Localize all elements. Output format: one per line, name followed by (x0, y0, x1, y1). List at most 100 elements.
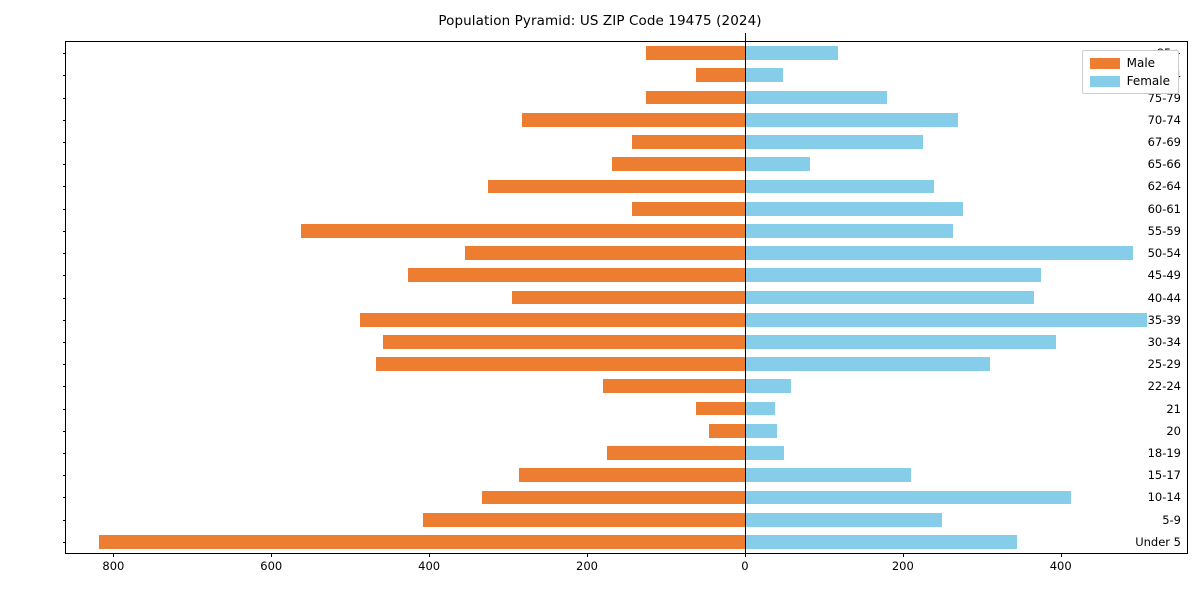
bar-female (744, 468, 911, 483)
bar-male (422, 512, 745, 527)
bar-female (744, 423, 778, 438)
y-tick-label: 15-17 (1147, 468, 1181, 483)
bar-row (66, 246, 1187, 260)
x-tick-label: 0 (741, 559, 749, 573)
legend-label: Female (1126, 74, 1170, 88)
y-tick-mark (62, 75, 66, 77)
y-tick-mark (62, 364, 66, 366)
bar-row (66, 268, 1187, 283)
y-tick-label: 21 (1166, 401, 1181, 416)
bar-female (744, 157, 810, 172)
y-tick-mark (62, 53, 66, 55)
x-tick-label: 200 (891, 559, 914, 573)
bar-male (407, 268, 745, 283)
y-tick-label: 18-19 (1147, 446, 1181, 461)
x-tick-label: 400 (418, 559, 441, 573)
y-tick-mark (62, 230, 66, 232)
y-tick-mark (62, 164, 66, 166)
y-tick-mark (62, 475, 66, 477)
y-tick-label: 62-64 (1147, 179, 1181, 194)
x-tick-mark (902, 553, 904, 557)
bar-female (744, 268, 1041, 283)
x-tick-mark (744, 553, 746, 557)
x-tick-mark (1060, 553, 1062, 557)
bar-female (744, 490, 1071, 505)
y-tick-mark (62, 275, 66, 277)
bar-row (66, 68, 1187, 83)
bar-female (744, 335, 1056, 349)
x-tick-label: 400 (1049, 559, 1072, 573)
y-tick-label: 22-24 (1147, 379, 1181, 394)
bar-row (66, 290, 1187, 305)
bars-layer (66, 42, 1187, 553)
bar-female (744, 201, 963, 216)
legend-swatch-female (1089, 75, 1120, 87)
y-tick-label: 40-44 (1147, 290, 1181, 305)
x-tick-label: 600 (260, 559, 283, 573)
y-tick-label: 75-79 (1147, 90, 1181, 105)
bar-row (66, 179, 1187, 194)
bar-female (744, 68, 783, 83)
y-tick-mark (62, 430, 66, 432)
bar-female (744, 512, 943, 527)
bar-row (66, 157, 1187, 172)
zero-reference-line (744, 33, 746, 553)
bar-row (66, 335, 1187, 349)
x-tick-mark (587, 553, 589, 557)
bar-female (744, 379, 791, 394)
y-tick-label: 10-14 (1147, 490, 1181, 505)
y-tick-mark (62, 297, 66, 299)
y-tick-label: 35-39 (1147, 312, 1181, 327)
y-tick-mark (62, 341, 66, 343)
bar-male (99, 535, 745, 549)
bar-row (66, 112, 1187, 127)
chart-legend: Male Female (1081, 50, 1179, 94)
y-tick-mark (62, 319, 66, 321)
y-tick-label: 25-29 (1147, 357, 1181, 372)
bar-male (632, 135, 745, 149)
y-tick-mark (62, 253, 66, 255)
y-tick-label: 45-49 (1147, 268, 1181, 283)
y-tick-label: 70-74 (1147, 112, 1181, 127)
bar-row (66, 135, 1187, 149)
y-tick-mark (62, 497, 66, 499)
x-tick-mark (429, 553, 431, 557)
bar-female (744, 290, 1034, 305)
y-tick-label: 55-59 (1147, 223, 1181, 238)
y-tick-label: Under 5 (1135, 534, 1181, 549)
page-title: Population Pyramid: US ZIP Code 19475 (2… (438, 13, 762, 29)
y-tick-label: 20 (1166, 423, 1181, 438)
x-tick-label: 200 (576, 559, 598, 573)
bar-male (301, 223, 745, 238)
bar-female (744, 401, 775, 416)
bar-row (66, 379, 1187, 394)
bar-male (465, 246, 745, 260)
legend-label: Male (1126, 56, 1156, 70)
bar-row (66, 512, 1187, 527)
bar-female (744, 46, 839, 60)
bar-male (646, 90, 745, 105)
x-tick-label: 800 (102, 559, 125, 573)
bar-female (744, 135, 923, 149)
bar-row (66, 312, 1187, 327)
bar-row (66, 423, 1187, 438)
bar-female (744, 223, 954, 238)
bar-female (744, 446, 785, 460)
y-tick-mark (62, 386, 66, 388)
legend-entry: Male (1089, 56, 1170, 70)
bar-row (66, 46, 1187, 60)
y-tick-label: 50-54 (1147, 246, 1181, 261)
y-tick-label: 65-66 (1147, 157, 1181, 172)
bar-row (66, 223, 1187, 238)
bar-female (744, 90, 887, 105)
y-tick-mark (62, 119, 66, 121)
bar-female (744, 179, 934, 194)
y-tick-mark (62, 186, 66, 188)
legend-entry: Female (1089, 74, 1170, 88)
bar-male (695, 68, 745, 83)
bar-row (66, 90, 1187, 105)
y-tick-mark (62, 97, 66, 99)
x-tick-mark (271, 553, 273, 557)
bar-row (66, 446, 1187, 460)
legend-swatch-male (1089, 57, 1120, 69)
